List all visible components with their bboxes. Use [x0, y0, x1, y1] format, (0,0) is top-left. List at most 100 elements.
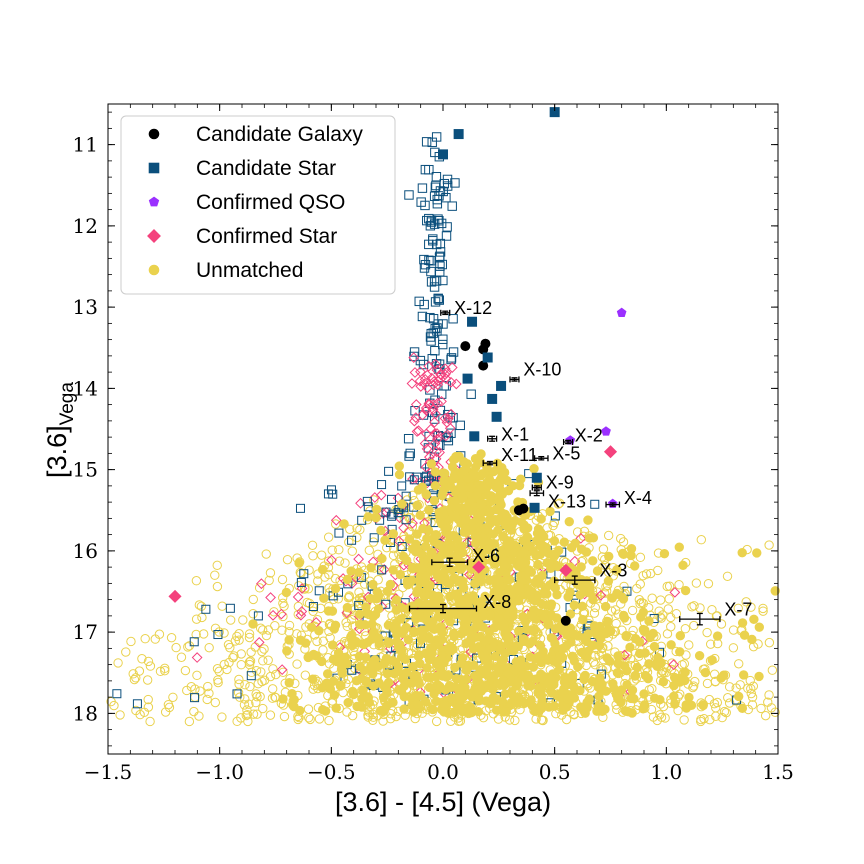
open-unmatched-point [267, 693, 278, 703]
filled-unmatched-point [617, 625, 627, 635]
filled-unmatched-point [514, 585, 524, 595]
open-confirmed-star [445, 408, 457, 420]
open-unmatched-point [225, 615, 236, 625]
filled-unmatched-point [608, 679, 618, 689]
xray-label-x-1: X-1 [501, 425, 529, 445]
filled-unmatched-point [567, 542, 577, 553]
candidate-galaxy-point [480, 338, 491, 349]
filled-unmatched-point [601, 686, 611, 696]
open-unmatched-point [722, 571, 733, 581]
filled-unmatched-point [488, 555, 498, 566]
open-unmatched-point [197, 612, 207, 623]
filled-unmatched-point [449, 473, 459, 484]
filled-unmatched-point [417, 482, 428, 492]
open-unmatched-point [240, 694, 250, 704]
filled-unmatched-point [655, 694, 665, 705]
filled-unmatched-point [454, 689, 464, 699]
filled-unmatched-point [707, 605, 717, 615]
filled-unmatched-point [356, 673, 367, 684]
open-confirmed-star [408, 352, 420, 363]
open-confirmed-star [276, 664, 288, 676]
open-unmatched-point [184, 716, 195, 727]
filled-unmatched-point [314, 625, 324, 636]
open-unmatched-point [271, 669, 281, 680]
open-candidate-star [448, 314, 458, 324]
filled-unmatched-point [649, 641, 660, 652]
open-candidate-star [550, 511, 560, 521]
open-unmatched-point [712, 697, 723, 708]
open-candidate-star [434, 216, 444, 226]
filled-unmatched-point [431, 530, 441, 540]
axis-ticks-layer: −1.5 −1.0 −0.5 0.0 0.5 1.0 1.5 11 12 13 14 15 16 17 18 [73, 104, 794, 784]
filled-unmatched-point [576, 702, 586, 712]
filled-unmatched-point [576, 556, 587, 567]
legend-label: Candidate Galaxy [196, 123, 363, 146]
filled-unmatched-point [343, 697, 353, 708]
open-unmatched-point [236, 649, 246, 659]
filled-unmatched-point [675, 677, 685, 687]
open-unmatched-point [121, 647, 131, 657]
open-confirmed-star [423, 399, 435, 411]
open-unmatched-point [192, 670, 202, 681]
filled-unmatched-point [592, 706, 602, 716]
filled-unmatched-point [681, 700, 691, 710]
open-unmatched-point [279, 711, 290, 722]
x-tick-label: 0.0 [427, 760, 459, 784]
filled-unmatched-point [480, 591, 490, 602]
open-unmatched-point [150, 634, 160, 644]
filled-unmatched-point [388, 529, 399, 539]
open-candidate-star [299, 569, 309, 579]
open-confirmed-star [326, 554, 337, 566]
open-candidate-star [369, 533, 379, 543]
open-candidate-star [438, 186, 448, 197]
open-unmatched-point [212, 560, 222, 571]
open-confirmed-star [253, 637, 265, 648]
filled-unmatched-point [558, 705, 568, 716]
candidate-star-point [462, 373, 473, 384]
open-unmatched-point [330, 573, 341, 584]
filled-unmatched-point [366, 562, 376, 573]
open-confirmed-star [419, 438, 431, 449]
filled-unmatched-point [499, 707, 509, 717]
open-confirmed-star [432, 397, 444, 409]
open-candidate-star [441, 432, 451, 443]
filled-unmatched-point [634, 595, 645, 605]
open-candidate-star [201, 604, 211, 614]
open-confirmed-star [398, 522, 409, 534]
open-unmatched-point [234, 674, 244, 685]
filled-unmatched-point [584, 694, 595, 704]
open-unmatched-point [764, 690, 774, 700]
open-unmatched-point [282, 554, 293, 565]
open-candidate-star [381, 507, 391, 517]
filled-unmatched-point [737, 703, 748, 714]
open-unmatched-point [654, 606, 664, 616]
open-candidate-star [347, 535, 357, 545]
filled-unmatched-point [399, 704, 409, 714]
filled-unmatched-point [559, 537, 569, 547]
open-unmatched-point [238, 615, 248, 625]
open-unmatched-point [655, 710, 665, 720]
open-candidate-star [404, 190, 414, 200]
filled-unmatched-point [354, 567, 364, 578]
filled-unmatched-point [352, 701, 362, 712]
filled-unmatched-point [363, 512, 373, 522]
y-tick-label: 14 [73, 376, 98, 400]
filled-unmatched-point [639, 689, 649, 699]
xray-label-x-3: X-3 [599, 560, 627, 580]
open-candidate-star [418, 359, 429, 370]
open-unmatched-point [664, 581, 675, 591]
open-unmatched-point [612, 704, 622, 715]
filled-unmatched-point [613, 694, 623, 704]
filled-unmatched-point [462, 665, 472, 676]
filled-unmatched-point [475, 500, 486, 510]
open-unmatched-point [696, 716, 706, 727]
filled-unmatched-point [505, 677, 516, 687]
filled-unmatched-point [445, 617, 455, 627]
open-candidate-star [377, 565, 387, 575]
open-unmatched-point [246, 667, 257, 678]
open-candidate-star [435, 238, 446, 249]
filled-unmatched-point [747, 634, 757, 645]
open-unmatched-point [748, 681, 759, 691]
open-unmatched-point [261, 549, 271, 559]
legend-label: Confirmed QSO [196, 191, 345, 214]
